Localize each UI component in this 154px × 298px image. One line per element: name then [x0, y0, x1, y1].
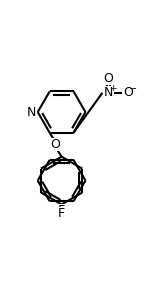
Text: F: F — [58, 207, 65, 220]
Text: −: − — [129, 84, 137, 94]
Text: N: N — [104, 86, 113, 99]
Text: +: + — [109, 84, 117, 94]
Text: O: O — [104, 72, 113, 85]
Text: N: N — [27, 105, 36, 119]
Text: F: F — [58, 204, 65, 217]
Text: O: O — [51, 138, 61, 151]
Text: O: O — [123, 86, 133, 99]
